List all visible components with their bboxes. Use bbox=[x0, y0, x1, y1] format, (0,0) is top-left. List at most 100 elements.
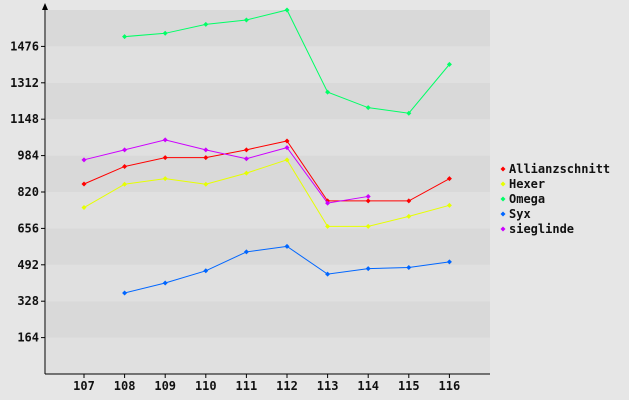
y-tick-label: 328 bbox=[17, 294, 39, 308]
data-point bbox=[406, 110, 412, 116]
data-point bbox=[365, 193, 371, 199]
x-tick-label: 110 bbox=[195, 379, 217, 393]
x-tick-label: 107 bbox=[73, 379, 95, 393]
x-axis-ticks: 107 108 109 110 111 112 113 114 115 116 bbox=[73, 374, 460, 393]
data-point bbox=[325, 89, 331, 95]
series-2 bbox=[122, 7, 452, 116]
legend-label: Omega bbox=[509, 192, 545, 206]
data-point bbox=[365, 266, 371, 272]
x-tick-label: 108 bbox=[114, 379, 136, 393]
series-4 bbox=[81, 137, 371, 206]
grid-band bbox=[46, 119, 490, 156]
data-point bbox=[284, 7, 290, 13]
legend-marker bbox=[500, 166, 506, 172]
y-axis-arrow bbox=[42, 3, 48, 10]
data-point bbox=[325, 271, 331, 277]
data-point bbox=[284, 243, 290, 249]
grid-band bbox=[46, 301, 490, 338]
data-point bbox=[162, 155, 168, 161]
series-line bbox=[83, 139, 369, 204]
grid-band bbox=[46, 46, 490, 83]
data-point bbox=[243, 249, 249, 255]
grid-band bbox=[46, 155, 490, 192]
legend-marker bbox=[500, 226, 506, 232]
data-point bbox=[406, 198, 412, 204]
x-tick-label: 109 bbox=[154, 379, 176, 393]
grid-band bbox=[46, 337, 490, 374]
data-point bbox=[81, 181, 87, 187]
y-tick-label: 984 bbox=[17, 149, 39, 163]
series-line bbox=[83, 159, 450, 227]
legend-marker bbox=[500, 181, 506, 187]
x-tick-label: 116 bbox=[439, 379, 461, 393]
legend-label: Hexer bbox=[509, 177, 545, 191]
data-point bbox=[243, 17, 249, 23]
data-point bbox=[122, 163, 128, 169]
data-point bbox=[203, 155, 209, 161]
data-point bbox=[162, 30, 168, 36]
series-line bbox=[83, 140, 450, 202]
data-point bbox=[365, 198, 371, 204]
y-tick-label: 1148 bbox=[10, 112, 39, 126]
data-point bbox=[284, 157, 290, 163]
data-point bbox=[365, 223, 371, 229]
legend-label: sieglinde bbox=[509, 222, 574, 236]
y-tick-label: 1476 bbox=[10, 39, 39, 53]
data-point bbox=[243, 156, 249, 162]
data-point bbox=[81, 205, 87, 211]
y-axis-ticks: 164 328 492 656 820 984 1148 1312 1476 bbox=[10, 39, 45, 345]
data-point bbox=[284, 138, 290, 144]
x-tick-label: 111 bbox=[236, 379, 258, 393]
y-tick-label: 1312 bbox=[10, 76, 39, 90]
data-point bbox=[406, 264, 412, 270]
grid-band bbox=[46, 10, 490, 47]
legend-label: Allianzschnitt bbox=[509, 162, 610, 176]
legend-marker bbox=[500, 211, 506, 217]
legend-marker bbox=[500, 196, 506, 202]
data-point bbox=[162, 176, 168, 182]
y-tick-label: 164 bbox=[17, 331, 39, 345]
data-point bbox=[203, 181, 209, 187]
data-point bbox=[243, 147, 249, 153]
data-point bbox=[122, 290, 128, 296]
data-point bbox=[203, 21, 209, 27]
series-3 bbox=[122, 243, 452, 296]
y-tick-label: 820 bbox=[17, 185, 39, 199]
data-point bbox=[203, 147, 209, 153]
grid-band bbox=[46, 228, 490, 265]
series-0 bbox=[81, 138, 452, 204]
data-point bbox=[446, 202, 452, 208]
data-point bbox=[81, 157, 87, 163]
data-point bbox=[284, 145, 290, 151]
grid-band bbox=[46, 82, 490, 120]
grid-band bbox=[46, 264, 490, 302]
data-point bbox=[122, 181, 128, 187]
grid-band bbox=[46, 192, 490, 229]
series-lines bbox=[81, 7, 452, 296]
data-point bbox=[446, 259, 452, 265]
y-tick-label: 492 bbox=[17, 258, 39, 272]
x-tick-label: 115 bbox=[398, 379, 420, 393]
data-point bbox=[203, 268, 209, 274]
data-point bbox=[162, 280, 168, 286]
x-tick-label: 114 bbox=[357, 379, 379, 393]
x-tick-label: 113 bbox=[317, 379, 339, 393]
data-point bbox=[243, 170, 249, 176]
data-point bbox=[122, 34, 128, 40]
data-point bbox=[122, 147, 128, 153]
data-point bbox=[406, 213, 412, 219]
data-point bbox=[365, 105, 371, 111]
data-point bbox=[446, 61, 452, 67]
data-point bbox=[325, 223, 331, 229]
axes bbox=[42, 3, 490, 375]
data-point bbox=[446, 176, 452, 182]
data-point bbox=[162, 137, 168, 143]
series-1 bbox=[81, 157, 452, 229]
legend-label: Syx bbox=[509, 207, 531, 221]
grid-bands bbox=[46, 10, 490, 374]
data-point bbox=[325, 200, 331, 206]
x-tick-label: 112 bbox=[276, 379, 298, 393]
y-tick-label: 656 bbox=[17, 221, 39, 235]
